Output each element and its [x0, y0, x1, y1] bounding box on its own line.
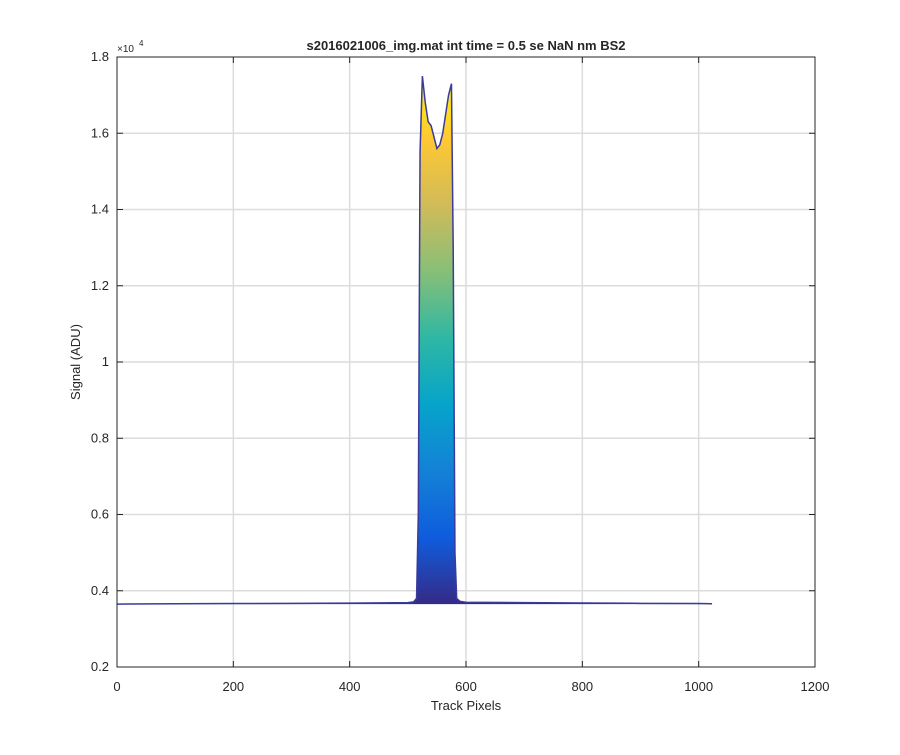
y-tick-label: 1.6 [91, 125, 109, 140]
x-tick-label: 600 [455, 679, 477, 694]
grid [117, 57, 815, 667]
y-tick-label: 1.8 [91, 49, 109, 64]
y-tick-label: 0.2 [91, 659, 109, 674]
data-layer [116, 75, 713, 605]
x-tick-label: 0 [113, 679, 120, 694]
y-tick-label: 0.8 [91, 430, 109, 445]
y-exponent-power: 4 [139, 39, 144, 48]
x-tick-label: 400 [339, 679, 361, 694]
chart-title: s2016021006_img.mat int time = 0.5 se Na… [306, 38, 625, 53]
y-tick-label: 0.6 [91, 507, 109, 522]
y-tick-label: 0.4 [91, 583, 109, 598]
y-exponent-base: ×10 [117, 44, 134, 55]
x-axis-label: Track Pixels [431, 698, 502, 713]
ticks: 0 200 400 600 800 1000 1200 0.2 0.4 0.6 0.8 1 1.2 1.4… [91, 49, 830, 694]
x-tick-label: 1000 [684, 679, 713, 694]
y-tick-label: 1.4 [91, 202, 109, 217]
y-axis-label: Signal (ADU) [68, 324, 83, 400]
y-tick-label: 1 [102, 354, 109, 369]
y-tick-label: 1.2 [91, 278, 109, 293]
x-tick-label: 800 [571, 679, 593, 694]
signal-line [116, 75, 713, 605]
x-tick-label: 1200 [801, 679, 830, 694]
x-tick-label: 200 [222, 679, 244, 694]
